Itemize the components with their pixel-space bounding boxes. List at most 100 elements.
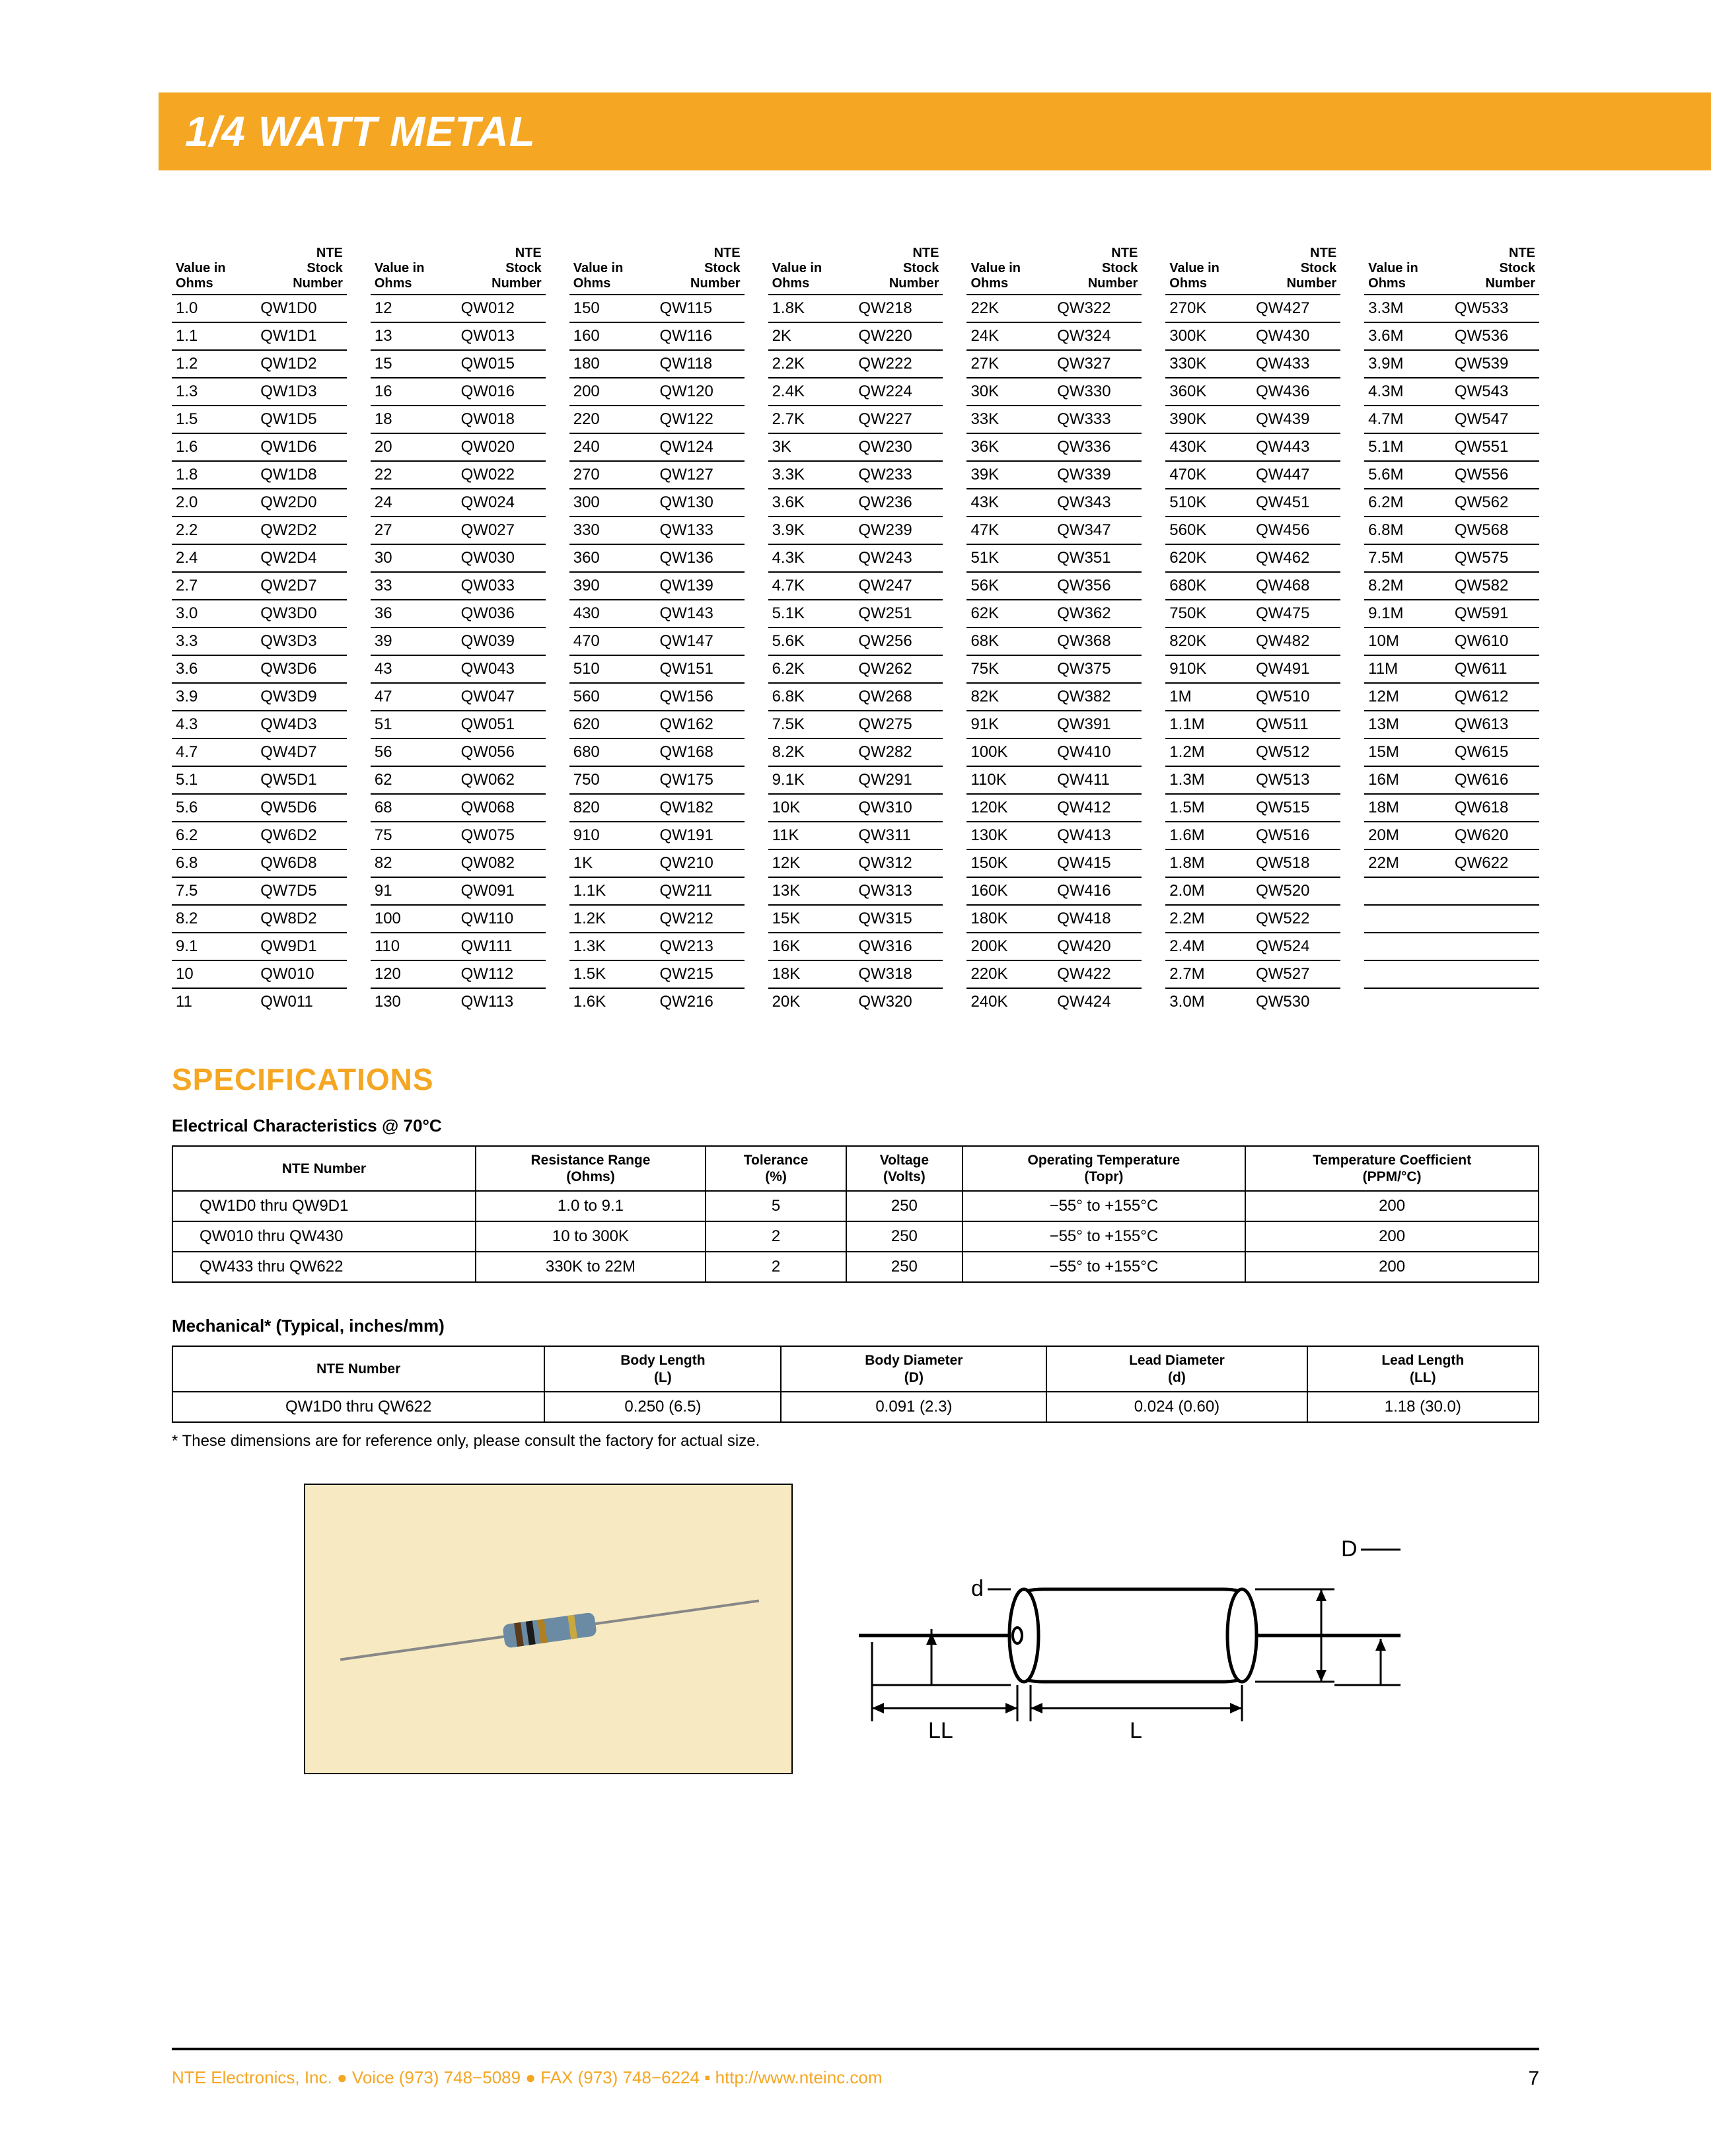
table-row: 68KQW368 <box>966 628 1142 655</box>
table-row: 6.2QW6D2 <box>172 822 347 849</box>
table-row: 62QW062 <box>371 766 546 794</box>
cell-stock: QW315 <box>849 905 943 933</box>
cell-value: 2.0 <box>172 489 251 517</box>
specifications-heading: SPECIFICATIONS <box>172 1061 1539 1097</box>
table-row: 220KQW422 <box>966 960 1142 988</box>
table-row: 75QW075 <box>371 822 546 849</box>
table-row: 240KQW424 <box>966 988 1142 1015</box>
table-row: 5.6KQW256 <box>768 628 943 655</box>
table-row: 160KQW416 <box>966 877 1142 905</box>
cell-stock: QW362 <box>1048 600 1142 628</box>
table-row: 43KQW343 <box>966 489 1142 517</box>
table-row: 9.1MQW591 <box>1364 600 1539 628</box>
cell-stock: QW230 <box>849 433 943 461</box>
cell-stock <box>1445 905 1539 933</box>
table-row: 8.2QW8D2 <box>172 905 347 933</box>
table-row: 390QW139 <box>569 572 745 600</box>
cell-stock: QW356 <box>1048 572 1142 600</box>
table-row: 22KQW322 <box>966 295 1142 322</box>
table-row: 1.8QW1D8 <box>172 461 347 489</box>
spec-cell: 2 <box>706 1221 846 1252</box>
cell-value: 2K <box>768 322 850 350</box>
cell-stock <box>1445 877 1539 905</box>
spec-cell: 250 <box>846 1221 962 1252</box>
cell-stock: QW1D3 <box>251 378 347 406</box>
cell-value: 6.2M <box>1364 489 1445 517</box>
cell-stock: QW415 <box>1048 849 1142 877</box>
cell-value: 82 <box>371 849 452 877</box>
cell-value: 5.6M <box>1364 461 1445 489</box>
cell-value: 680K <box>1165 572 1247 600</box>
col-header-stock: NTEStockNumber <box>1445 243 1539 295</box>
table-row: 33KQW333 <box>966 406 1142 433</box>
cell-stock: QW611 <box>1445 655 1539 683</box>
cell-stock: QW430 <box>1247 322 1340 350</box>
table-row: 39KQW339 <box>966 461 1142 489</box>
cell-value: 360K <box>1165 378 1247 406</box>
cell-stock: QW4D3 <box>251 711 347 738</box>
cell-value: 20M <box>1364 822 1445 849</box>
cell-stock: QW051 <box>452 711 546 738</box>
cell-stock: QW112 <box>452 960 546 988</box>
table-row: 2KQW220 <box>768 322 943 350</box>
table-row: 330QW133 <box>569 517 745 544</box>
cell-value: 270 <box>569 461 651 489</box>
table-row: 150KQW415 <box>966 849 1142 877</box>
cell-value: 510K <box>1165 489 1247 517</box>
cell-stock: QW322 <box>1048 295 1142 322</box>
cell-stock: QW075 <box>452 822 546 849</box>
table-row: 130KQW413 <box>966 822 1142 849</box>
cell-value: 30K <box>966 378 1048 406</box>
table-row: 3.9KQW239 <box>768 517 943 544</box>
cell-value: 62K <box>966 600 1048 628</box>
table-row: 3.6QW3D6 <box>172 655 347 683</box>
cell-value: 7.5M <box>1364 544 1445 572</box>
cell-value: 3.9 <box>172 683 251 711</box>
spec-cell: −55° to +155°C <box>963 1221 1246 1252</box>
table-row: 5.1QW5D1 <box>172 766 347 794</box>
cell-stock: QW582 <box>1445 572 1539 600</box>
table-row: 24KQW324 <box>966 322 1142 350</box>
cell-value: 5.6 <box>172 794 251 822</box>
cell-stock: QW547 <box>1445 406 1539 433</box>
spec-cell: 200 <box>1245 1191 1539 1221</box>
table-row: 1.2QW1D2 <box>172 350 347 378</box>
cell-stock: QW622 <box>1445 849 1539 877</box>
cell-stock: QW530 <box>1247 988 1340 1015</box>
table-row: 36QW036 <box>371 600 546 628</box>
table-row: 110QW111 <box>371 933 546 960</box>
table-row: 3.6MQW536 <box>1364 322 1539 350</box>
cell-stock: QW615 <box>1445 738 1539 766</box>
resistor-photo <box>304 1484 793 1774</box>
table-row: 20KQW320 <box>768 988 943 1015</box>
table-row: 68QW068 <box>371 794 546 822</box>
cell-value: 18K <box>768 960 850 988</box>
spec-cell: 5 <box>706 1191 846 1221</box>
cell-stock <box>1445 988 1539 1015</box>
cell-value: 1.8 <box>172 461 251 489</box>
cell-value: 16M <box>1364 766 1445 794</box>
table-row: 18MQW618 <box>1364 794 1539 822</box>
cell-value: 4.3M <box>1364 378 1445 406</box>
cell-stock: QW610 <box>1445 628 1539 655</box>
cell-stock: QW520 <box>1247 877 1340 905</box>
table-row: 10KQW310 <box>768 794 943 822</box>
cell-value: 12 <box>371 295 452 322</box>
footnote: * These dimensions are for reference onl… <box>172 1432 1539 1451</box>
cell-value: 4.3K <box>768 544 850 572</box>
value-column: Value inOhmsNTEStockNumber1.0QW1D01.1QW1… <box>172 243 347 1015</box>
spec-cell: 1.0 to 9.1 <box>476 1191 706 1221</box>
table-row: 1.5KQW215 <box>569 960 745 988</box>
cell-stock: QW3D9 <box>251 683 347 711</box>
cell-value: 22M <box>1364 849 1445 877</box>
cell-value: 120 <box>371 960 452 988</box>
cell-stock: QW543 <box>1445 378 1539 406</box>
cell-stock: QW022 <box>452 461 546 489</box>
table-row: 130QW113 <box>371 988 546 1015</box>
resistor-diagram: D d LL L <box>832 1510 1427 1761</box>
table-row: 4.7QW4D7 <box>172 738 347 766</box>
table-row: 300QW130 <box>569 489 745 517</box>
cell-stock: QW527 <box>1247 960 1340 988</box>
cell-stock: QW156 <box>650 683 744 711</box>
cell-value: 5.1 <box>172 766 251 794</box>
